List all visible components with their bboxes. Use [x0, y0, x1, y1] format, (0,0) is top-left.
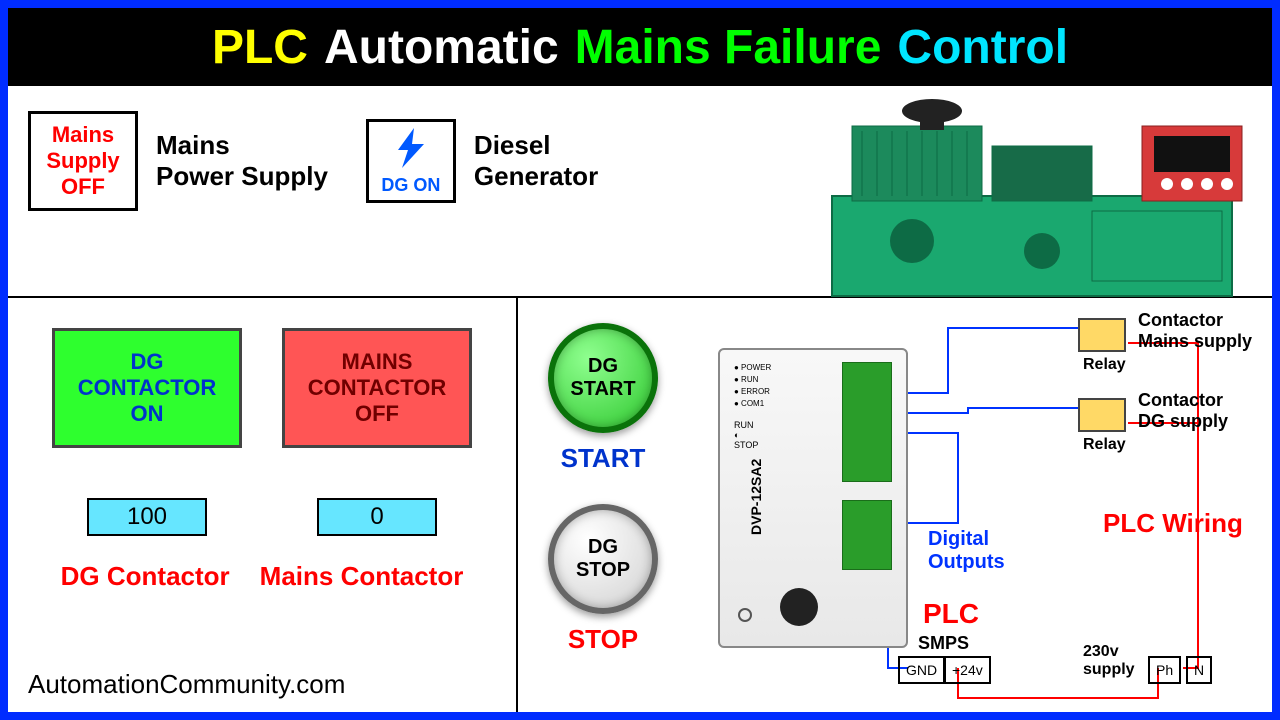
- lightning-icon: [386, 126, 436, 170]
- relay-2: [1078, 398, 1126, 432]
- title-w2: Automatic: [324, 20, 559, 75]
- start-label: START: [518, 443, 688, 474]
- mains-supply-l1: Mains: [41, 122, 125, 148]
- start-l1: DG: [570, 355, 635, 378]
- dg-stop-button[interactable]: DG STOP: [548, 504, 658, 614]
- contactor-panel: DG CONTACTOR ON MAINS CONTACTOR OFF: [8, 298, 518, 712]
- title-bar: PLC Automatic Mains Failure Control: [8, 8, 1272, 86]
- plc-device: ● POWER● RUN● ERROR● COM1 DVP-12SA2 RUN◐…: [718, 348, 908, 648]
- title-w4: Control: [897, 20, 1068, 75]
- plc-text-label: PLC: [923, 598, 979, 630]
- dg-on-text: DG ON: [377, 175, 445, 196]
- n-box: N: [1186, 656, 1212, 684]
- dg-start-button[interactable]: DG START: [548, 323, 658, 433]
- plc-run-stop: RUN◐STOP: [734, 420, 758, 450]
- diesel-l1: Diesel: [474, 130, 598, 161]
- dg-on-indicator: DG ON: [366, 119, 456, 203]
- title-w3: Mains Failure: [575, 20, 882, 75]
- gnd-box: GND: [898, 656, 945, 684]
- wiring-panel: ● POWER● RUN● ERROR● COM1 DVP-12SA2 RUN◐…: [688, 298, 1272, 712]
- mains-supply-l3: OFF: [41, 174, 125, 200]
- plc-small-port: [738, 608, 752, 622]
- mains-contactor-label: Mains Contactor: [260, 561, 464, 592]
- contactor-button-row: DG CONTACTOR ON MAINS CONTACTOR OFF: [28, 328, 496, 448]
- plc-wiring-title: PLC Wiring: [1103, 508, 1243, 539]
- smps-label: SMPS: [918, 633, 969, 654]
- mains-supply-indicator: Mains Supply OFF: [28, 111, 138, 211]
- mains-contactor-button[interactable]: MAINS CONTACTOR OFF: [282, 328, 472, 448]
- digital-outputs-label: Digital Outputs: [928, 528, 1005, 574]
- title-w1: PLC: [212, 20, 308, 75]
- mains-power-label: Mains Power Supply: [156, 130, 328, 192]
- dgc-l2: CONTACTOR: [78, 375, 217, 401]
- mcc-l1: MAINS: [308, 349, 447, 375]
- footer-link[interactable]: AutomationCommunity.com: [28, 669, 345, 700]
- supply-230-label: 230v supply: [1083, 643, 1135, 679]
- stop-label: STOP: [518, 624, 688, 655]
- dg-value: 100: [87, 498, 207, 536]
- top-row: Mains Supply OFF Mains Power Supply DG O…: [8, 86, 1272, 296]
- stop-l2: STOP: [576, 559, 630, 582]
- diesel-gen-label: Diesel Generator: [474, 130, 598, 192]
- value-row: 100 0: [28, 498, 496, 536]
- label-row: DG Contactor Mains Contactor: [28, 561, 496, 592]
- mcc-l3: OFF: [308, 401, 447, 427]
- plc-terminal-top: [842, 362, 892, 482]
- mcc-l2: CONTACTOR: [308, 375, 447, 401]
- relay-1: [1078, 318, 1126, 352]
- c2-l1: Contactor: [1138, 390, 1228, 411]
- ph-box: Ph: [1148, 656, 1181, 684]
- mains-power-l1: Mains: [156, 130, 328, 161]
- plc-comm-port: [780, 588, 818, 626]
- plc-model: DVP-12SA2: [748, 459, 764, 535]
- c1-l2: Mains supply: [1138, 331, 1252, 352]
- stop-l1: DG: [576, 536, 630, 559]
- start-l2: START: [570, 378, 635, 401]
- dgc-l1: DG: [78, 349, 217, 375]
- c1-l1: Contactor: [1138, 310, 1252, 331]
- mains-power-l2: Power Supply: [156, 161, 328, 192]
- mains-supply-l2: Supply: [41, 148, 125, 174]
- diesel-l2: Generator: [474, 161, 598, 192]
- start-stop-panel: DG START START DG STOP STOP: [518, 298, 688, 712]
- dgc-l3: ON: [78, 401, 217, 427]
- main-frame: PLC Automatic Mains Failure Control Main…: [0, 0, 1280, 720]
- plc-led-labels: ● POWER● RUN● ERROR● COM1: [734, 362, 771, 410]
- v24-box: +24v: [944, 656, 991, 684]
- mains-value: 0: [317, 498, 437, 536]
- contactor-dg-label: Contactor DG supply: [1138, 390, 1228, 432]
- plc-terminal-bottom: [842, 500, 892, 570]
- content: Mains Supply OFF Mains Power Supply DG O…: [8, 86, 1272, 712]
- dg-contactor-button[interactable]: DG CONTACTOR ON: [52, 328, 242, 448]
- c2-l2: DG supply: [1138, 411, 1228, 432]
- generator-illustration: [792, 86, 1272, 316]
- contactor-mains-label: Contactor Mains supply: [1138, 310, 1252, 352]
- dg-contactor-label: DG Contactor: [61, 561, 230, 592]
- relay-1-label: Relay: [1083, 356, 1126, 374]
- relay-2-label: Relay: [1083, 436, 1126, 454]
- bottom-row: DG CONTACTOR ON MAINS CONTACTOR OFF: [8, 296, 1272, 712]
